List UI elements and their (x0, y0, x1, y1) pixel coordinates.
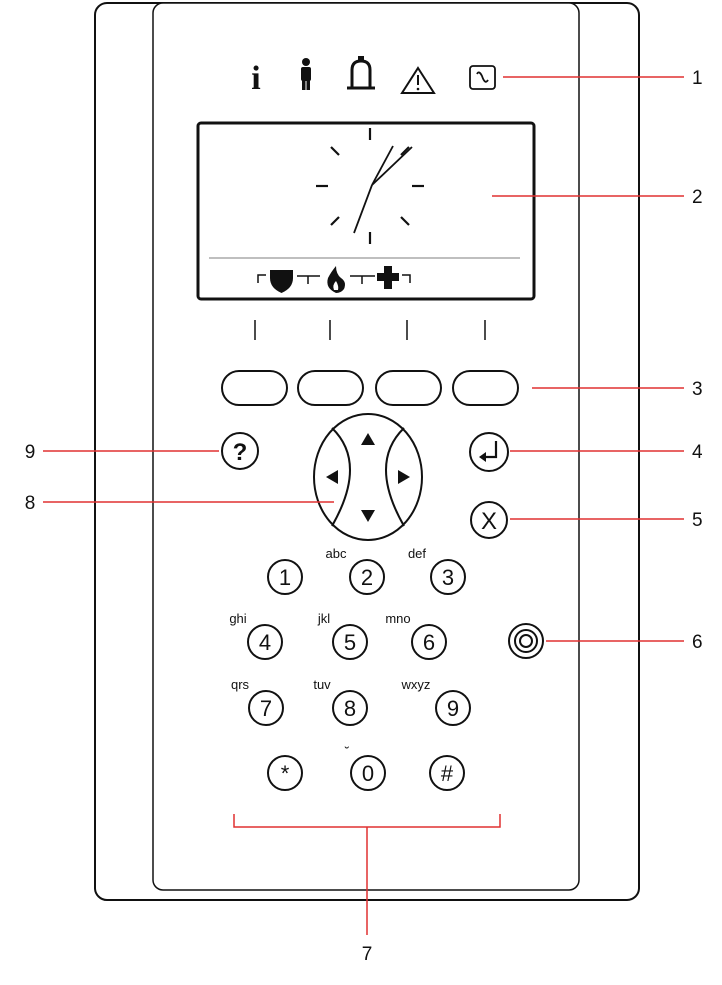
soft-key-2[interactable] (297, 370, 364, 406)
arrow-down-icon[interactable] (361, 510, 375, 522)
key-4-letters: ghi (229, 611, 246, 626)
enter-button[interactable] (469, 432, 509, 472)
key-8[interactable]: 8 tuv (313, 677, 368, 726)
soft-key-3[interactable] (375, 370, 442, 406)
callout-number-6: 6 (692, 632, 703, 653)
callout-number-8: 8 (25, 493, 36, 514)
arrow-left-icon[interactable] (326, 470, 338, 484)
lcd-display (196, 121, 536, 301)
display-soft-labels (257, 266, 411, 293)
key-6-letters: mno (385, 611, 410, 626)
callout-number-4: 4 (692, 442, 703, 463)
callout-bracket-7 (233, 814, 501, 935)
numeric-keypad: 1 2 abc 3 def 4 ghi 5 jkl 6 mno (229, 546, 471, 791)
key-8-letters: tuv (313, 677, 331, 692)
callout-number-7: 7 (362, 944, 373, 965)
key-7-letters: qrs (231, 677, 250, 692)
key-9[interactable]: 9 wxyz (401, 677, 471, 726)
key-1[interactable]: 1 (267, 559, 303, 595)
power-icon (469, 65, 496, 90)
key-5-digit: 5 (344, 630, 356, 655)
key-4[interactable]: 4 ghi (229, 611, 283, 660)
key-0[interactable]: 0 ˘ (344, 744, 386, 791)
key-3-digit: 3 (442, 565, 454, 590)
key-7-digit: 7 (260, 696, 272, 721)
bell-icon (347, 56, 375, 90)
cancel-button[interactable]: X (470, 501, 508, 539)
callout-number-3: 3 (692, 379, 703, 400)
key-6-digit: 6 (423, 630, 435, 655)
soft-key-1[interactable] (221, 370, 288, 406)
key-hash[interactable]: # (429, 755, 465, 791)
key-star[interactable]: * (267, 755, 303, 791)
navigation-key[interactable] (313, 413, 423, 541)
cancel-label: X (481, 508, 497, 535)
key-4-digit: 4 (259, 630, 271, 655)
callout-number-2: 2 (692, 187, 703, 208)
soft-key-ticks (254, 320, 486, 340)
key-0-digit: 0 (362, 761, 374, 786)
shield-icon (270, 270, 293, 293)
key-3[interactable]: 3 def (408, 546, 466, 595)
help-label: ? (233, 439, 248, 466)
tag-reader-icon (508, 623, 544, 659)
key-star-digit: * (281, 761, 290, 786)
key-3-letters: def (408, 546, 426, 561)
key-9-letters: wxyz (401, 677, 431, 692)
callout-lines (43, 76, 684, 935)
arrow-right-icon[interactable] (398, 470, 410, 484)
key-7[interactable]: 7 qrs (231, 677, 284, 726)
key-2-digit: 2 (361, 565, 373, 590)
key-0-letters: ˘ (344, 744, 349, 759)
callout-numbers: 1 2 3 4 5 6 7 8 9 (25, 68, 703, 965)
key-8-digit: 8 (344, 696, 356, 721)
soft-key-4[interactable] (452, 370, 519, 406)
help-button[interactable]: ? (221, 432, 259, 470)
key-5[interactable]: 5 jkl (317, 611, 368, 660)
medical-icon (377, 266, 399, 289)
key-5-letters: jkl (317, 611, 330, 626)
clock-icon (316, 128, 424, 244)
info-icon: i (251, 60, 260, 97)
arrow-up-icon[interactable] (361, 433, 375, 445)
person-icon (301, 58, 311, 90)
fire-icon (327, 266, 345, 293)
callout-number-9: 9 (25, 442, 36, 463)
key-2[interactable]: 2 abc (326, 546, 385, 595)
status-icons: i (251, 56, 496, 97)
callout-number-5: 5 (692, 510, 703, 531)
key-2-letters: abc (326, 546, 347, 561)
key-1-digit: 1 (279, 565, 291, 590)
callout-number-1: 1 (692, 68, 703, 89)
key-9-digit: 9 (447, 696, 459, 721)
warning-icon (400, 66, 436, 94)
key-6[interactable]: 6 mno (385, 611, 447, 660)
key-hash-digit: # (441, 761, 454, 786)
